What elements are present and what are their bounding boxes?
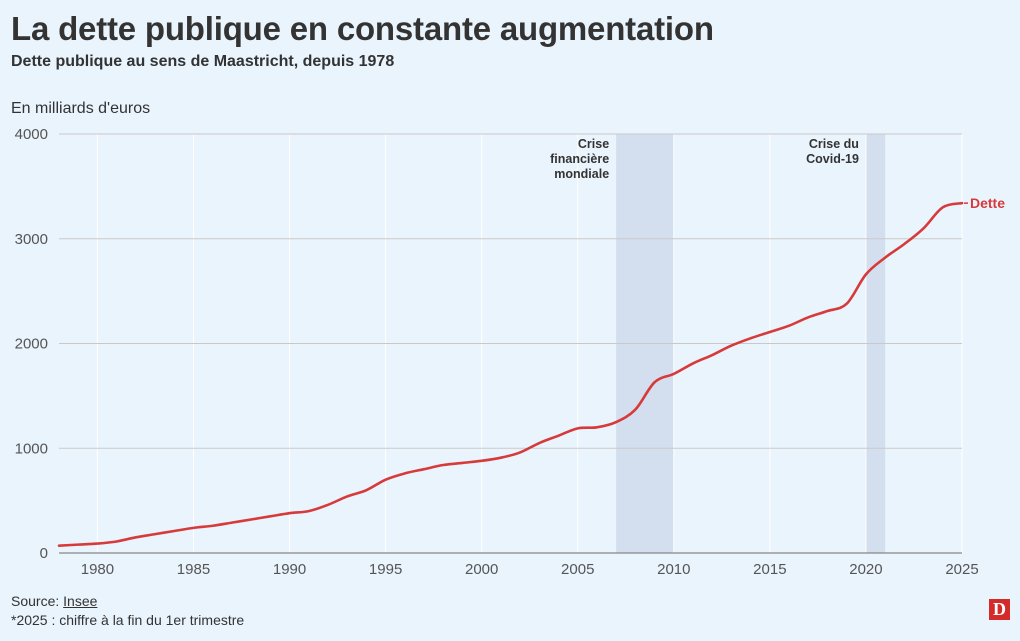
footnote: *2025 : chiffre à la fin du 1er trimestr… xyxy=(11,612,245,628)
source-prefix: Source: xyxy=(11,593,64,609)
crisis-annotation-2-line-1: Crise du xyxy=(809,137,859,151)
x-tick-label-1995: 1995 xyxy=(369,561,402,578)
y-tick-label-0: 0 xyxy=(40,545,48,562)
series-lines: Dette xyxy=(57,195,1005,547)
source-link[interactable]: Insee xyxy=(63,593,98,609)
x-tick-label-2005: 2005 xyxy=(561,561,594,578)
axis-ticks: 0 1000 2000 3000 4000 1980 1985 1990 1995 2000 200… xyxy=(15,126,979,578)
x-tick-label-2000: 2000 xyxy=(465,561,498,578)
x-tick-label-1980: 1980 xyxy=(81,561,114,578)
gridlines xyxy=(59,133,963,554)
publisher-logo: D xyxy=(989,599,1010,620)
y-tick-label-3000: 3000 xyxy=(15,231,48,248)
x-tick-label-2025: 2025 xyxy=(945,561,978,578)
x-tick-label-2010: 2010 xyxy=(657,561,690,578)
x-tick-label-1990: 1990 xyxy=(273,561,306,578)
chart-subtitle: Dette publique au sens de Maastricht, de… xyxy=(11,53,395,70)
y-unit-label: En milliards d'euros xyxy=(11,100,151,117)
source-line: Source: Insee xyxy=(11,593,97,609)
x-tick-label-2020: 2020 xyxy=(849,561,882,578)
y-tick-label-1000: 1000 xyxy=(15,440,48,457)
series-end-label: Dette xyxy=(970,195,1005,211)
y-tick-label-2000: 2000 xyxy=(15,336,48,353)
crisis-annotation-2-line-2: Covid-19 xyxy=(806,152,859,166)
crisis-annotation-1-line-3: mondiale xyxy=(554,167,609,181)
series-line-dette xyxy=(57,201,964,547)
y-tick-label-4000: 4000 xyxy=(15,126,48,143)
crisis-annotation-1-line-2: financière xyxy=(550,152,609,166)
chart-title: La dette publique en constante augmentat… xyxy=(11,10,714,47)
x-tick-label-2015: 2015 xyxy=(753,561,786,578)
x-tick-label-1985: 1985 xyxy=(177,561,210,578)
crisis-annotation-1-line-1: Crise xyxy=(578,137,609,151)
